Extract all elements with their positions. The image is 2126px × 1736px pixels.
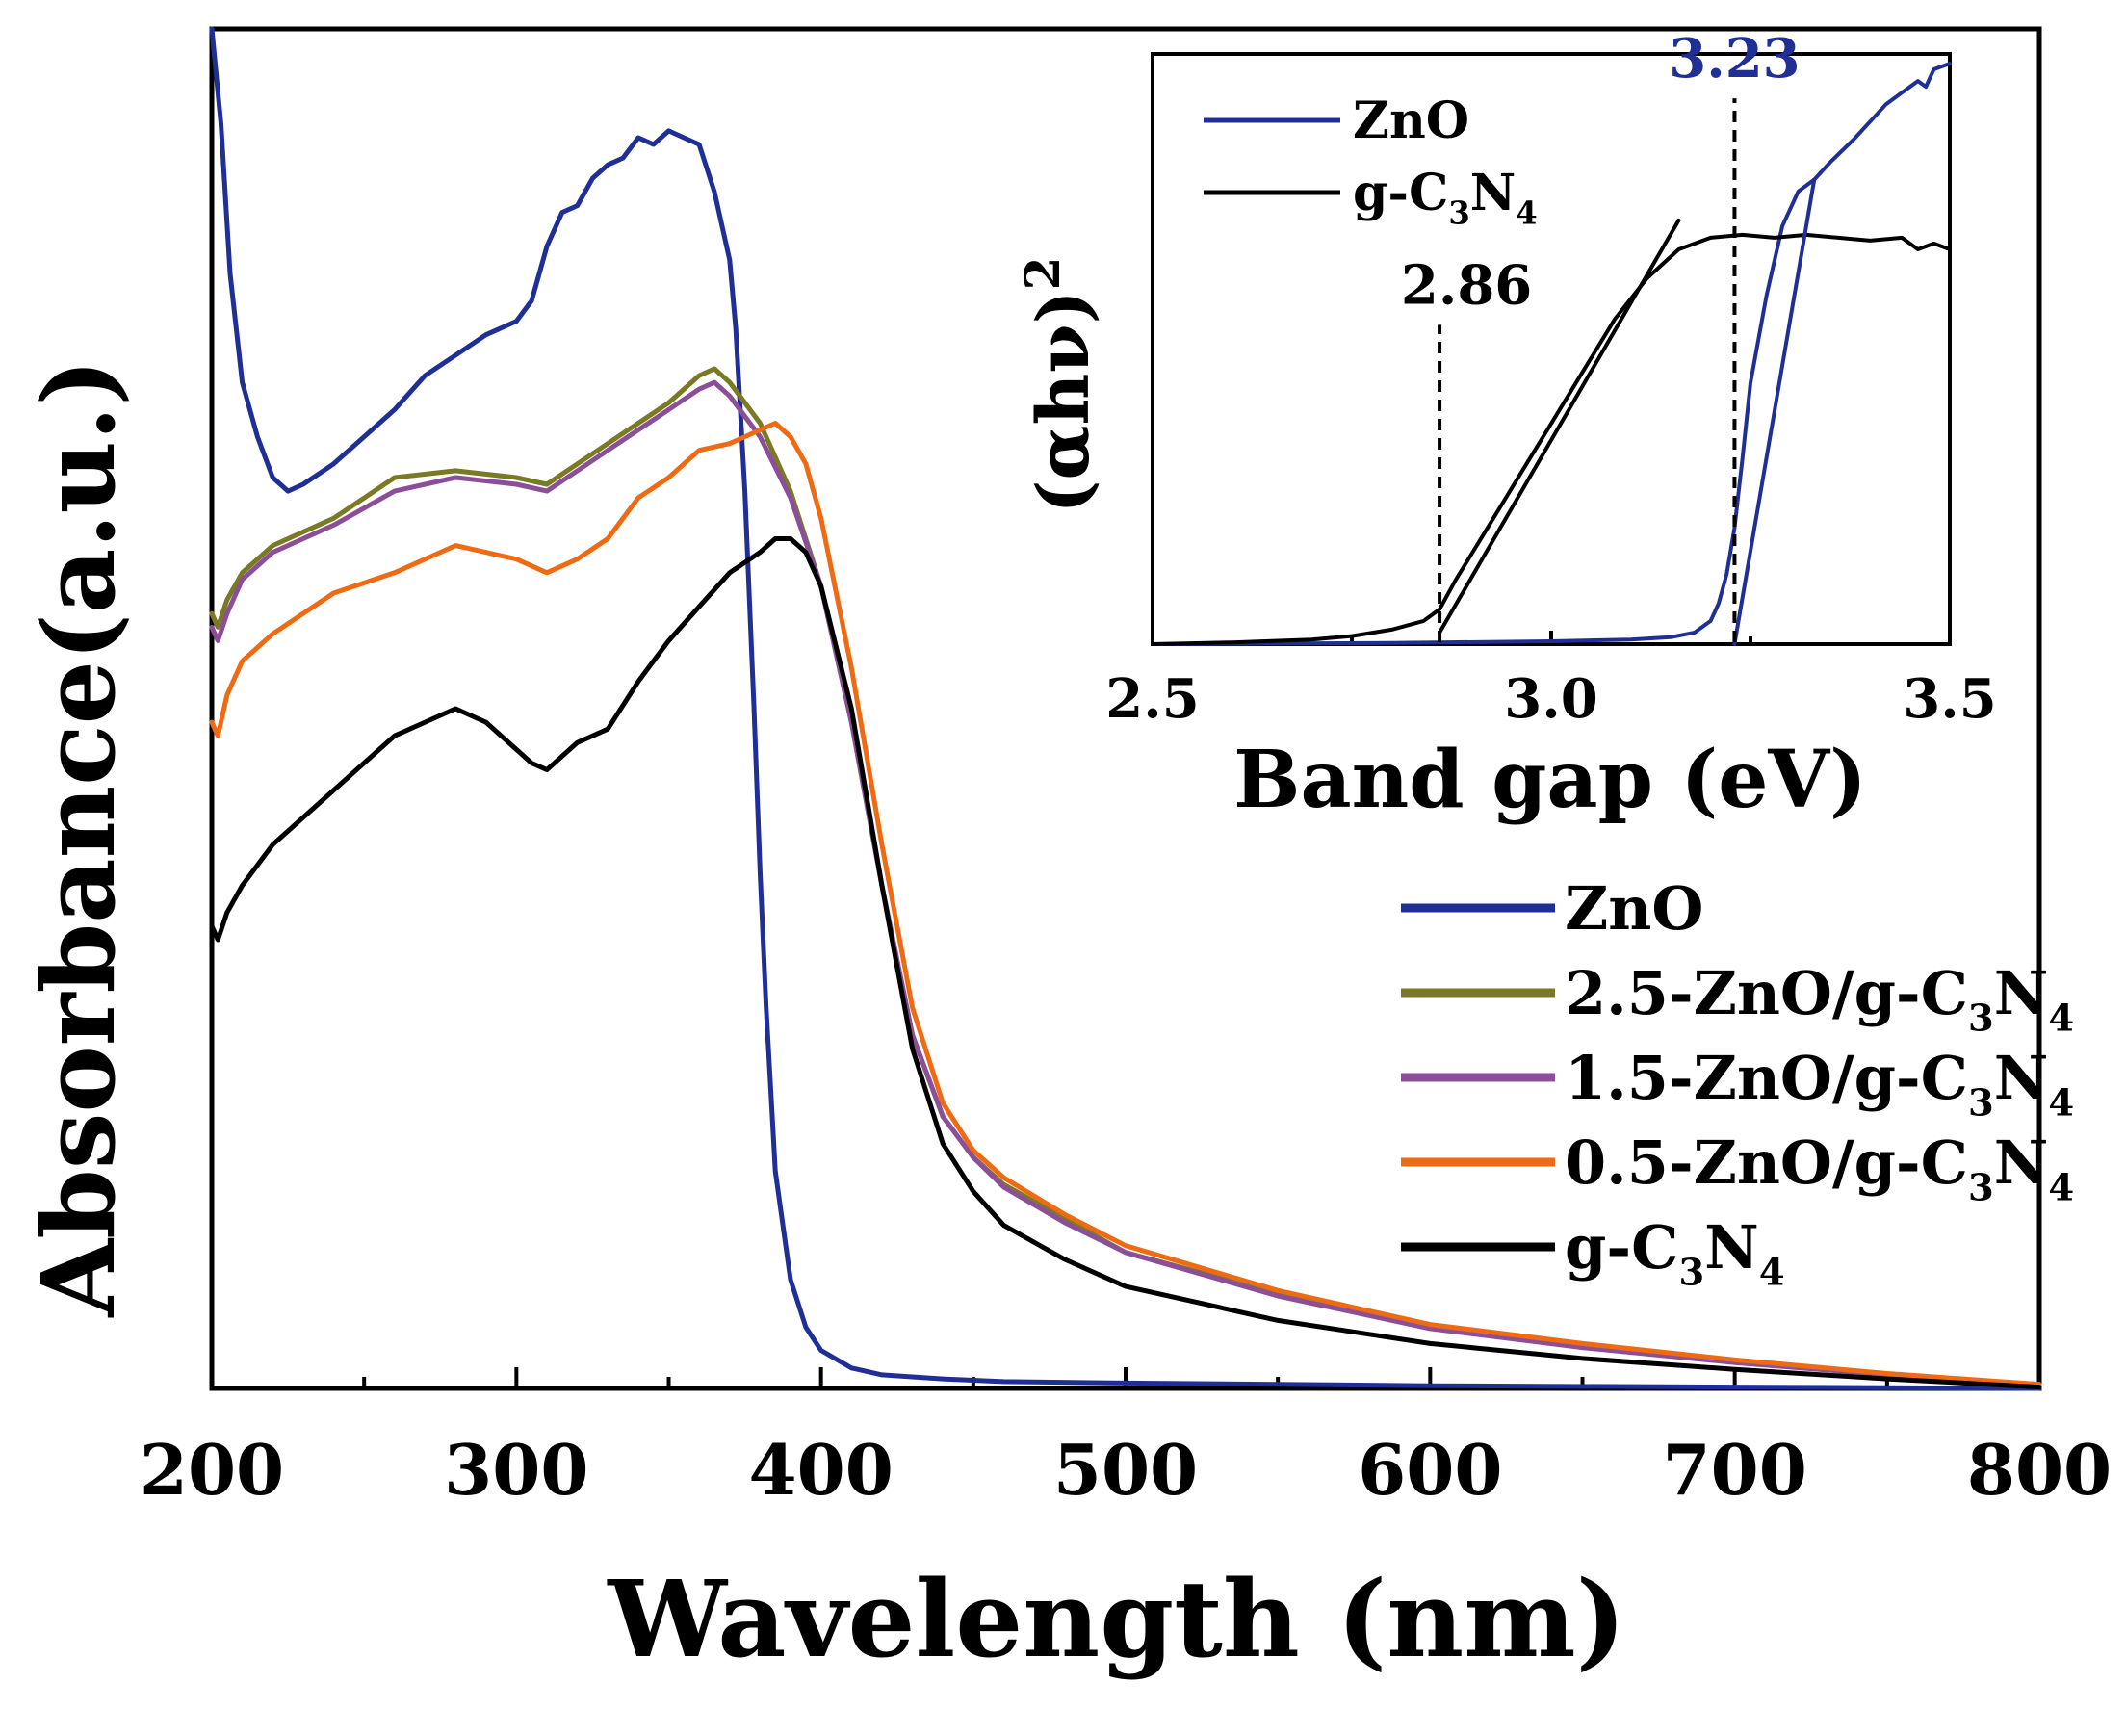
legend-label-1-5-zno-g-c3n4: 1.5-ZnO/g-C3N4 — [1565, 1043, 2074, 1125]
inset-annotation-2-86: 2.86 — [1401, 253, 1532, 317]
inset-y-axis-label: (αhν)2 — [1014, 257, 1105, 514]
series-line-g-c3n4 — [209, 536, 2042, 1390]
legend-label-2-5-zno-g-c3n4: 2.5-ZnO/g-C3N4 — [1565, 958, 2074, 1040]
series-line-1-5-zno-g-c3n4 — [209, 379, 2042, 1387]
legend-label-0-5-zno-g-c3n4-base: 0.5-ZnO/g-C — [1565, 1127, 1968, 1198]
inset-series-line-g-c3n4-tangent — [1438, 218, 1681, 635]
inset-x-tick-label-3.5: 3.5 — [1903, 667, 1996, 731]
legend-label-0-5-zno-g-c3n4: 0.5-ZnO/g-C3N4 — [1565, 1127, 2074, 1209]
inset-series-line-zno — [1151, 62, 1952, 646]
main-x-tick-label-500: 500 — [1053, 1429, 1198, 1511]
inset-annotation-3-23: 3.23 — [1669, 27, 1800, 91]
inset-x-ticks: 2.5 3.0 3.5 — [1105, 631, 1997, 731]
legend-label-1-5-zno-g-c3n4-base: 1.5-ZnO/g-C — [1565, 1043, 1968, 1113]
main-x-tick-label-200: 200 — [140, 1429, 284, 1511]
legend-label-zno: ZnO — [1565, 873, 1703, 944]
legend-label-g-c3n4-sub4: 4 — [1759, 1251, 1785, 1294]
inset-annotations: 2.86 3.23 — [1401, 27, 1801, 642]
main-y-axis-label: Absorbance(a.u.) — [19, 358, 138, 1317]
legend-label-g-c3n4-sub3: 3 — [1678, 1251, 1704, 1294]
inset-legend: ZnO g-C3N4 — [1204, 91, 1538, 232]
legend-label-1-5-zno-g-c3n4-mid: N — [1994, 1043, 2049, 1113]
inset-plot-frame — [1151, 52, 1952, 646]
main-x-tick-label-400: 400 — [749, 1429, 894, 1511]
legend-label-g-c3n4: g-C3N4 — [1565, 1212, 1785, 1294]
main-x-tick-label-300: 300 — [444, 1429, 588, 1511]
legend-label-2-5-zno-g-c3n4-sub4: 4 — [2048, 997, 2074, 1040]
inset-x-tick-label-2.5: 2.5 — [1105, 667, 1199, 731]
legend-label-2-5-zno-g-c3n4-sub3: 3 — [1968, 997, 1994, 1040]
legend-label-g-c3n4-mid: N — [1704, 1212, 1759, 1283]
main-x-ticks: 200 300 400 500 600 700 800 — [140, 1367, 2112, 1511]
inset-series-group — [1151, 62, 1952, 646]
legend-label-0-5-zno-g-c3n4-sub4: 4 — [2048, 1166, 2074, 1209]
inset-legend-label-g-c3n4-base: g-C — [1353, 164, 1448, 222]
inset-legend-label-g-c3n4-mid: N — [1470, 164, 1517, 222]
legend-label-zno-base: ZnO — [1565, 873, 1703, 944]
legend-label-2-5-zno-g-c3n4-base: 2.5-ZnO/g-C — [1565, 958, 1968, 1028]
legend-label-0-5-zno-g-c3n4-sub3: 3 — [1968, 1166, 1994, 1209]
legend-label-2-5-zno-g-c3n4-mid: N — [1994, 958, 2049, 1028]
inset-y-axis-label-group: (αhν)2 — [1014, 257, 1105, 514]
main-x-tick-label-800: 800 — [1967, 1429, 2112, 1511]
main-series-group — [209, 26, 2042, 1391]
legend-label-g-c3n4-base: g-C — [1565, 1212, 1678, 1283]
legend-label-1-5-zno-g-c3n4-sub3: 3 — [1968, 1081, 1994, 1125]
series-line-zno — [209, 26, 2042, 1391]
series-line-0-5-zno-g-c3n4 — [209, 421, 2042, 1387]
inset-y-label-main: (αhν) — [1023, 290, 1105, 513]
main-legend: ZnO2.5-ZnO/g-C3N41.5-ZnO/g-C3N40.5-ZnO/g… — [1401, 873, 2074, 1294]
inset-series-line-g-c3n4 — [1151, 232, 1952, 646]
inset-series-line-zno-tangent — [1732, 177, 1817, 646]
inset-legend-label-zno-base: ZnO — [1353, 91, 1469, 150]
main-x-tick-label-700: 700 — [1663, 1429, 1807, 1511]
inset-x-axis-label: Band gap (eV) — [1233, 734, 1867, 826]
legend-label-0-5-zno-g-c3n4-mid: N — [1994, 1127, 2049, 1198]
inset-legend-label-zno: ZnO — [1353, 91, 1469, 150]
main-x-tick-label-600: 600 — [1358, 1429, 1502, 1511]
inset-legend-label-g-c3n4: g-C3N4 — [1353, 164, 1538, 232]
inset-legend-label-g-c3n4-sub3: 3 — [1448, 195, 1469, 232]
main-x-axis-label: Wavelength (nm) — [607, 1557, 1625, 1681]
inset-legend-label-g-c3n4-sub4: 4 — [1516, 195, 1537, 232]
legend-label-1-5-zno-g-c3n4-sub4: 4 — [2048, 1081, 2074, 1125]
inset-x-tick-label-3.0: 3.0 — [1504, 667, 1597, 731]
inset-y-label-sup: 2 — [1014, 257, 1071, 291]
